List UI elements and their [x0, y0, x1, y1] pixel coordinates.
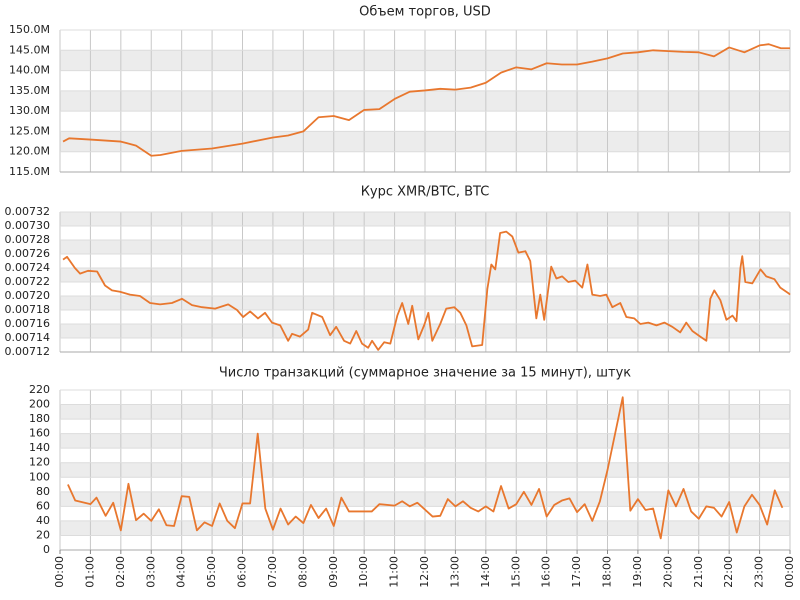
y-tick-label: 150.0M: [9, 23, 50, 36]
y-tick-label: 200: [29, 398, 50, 411]
y-tick-label: 0.00728: [5, 233, 51, 246]
y-tick-label: 0.00722: [5, 275, 51, 288]
y-tick-label: 145.0M: [9, 43, 50, 56]
x-tick-label: 16:00: [540, 556, 553, 588]
y-tick-label: 140.0M: [9, 64, 50, 77]
y-tick-label: 130.0M: [9, 104, 50, 117]
y-tick-label: 120: [29, 456, 50, 469]
y-tick-label: 135.0M: [9, 84, 50, 97]
chart-title: Число транзакций (суммарное значение за …: [219, 366, 631, 381]
y-tick-label: 80: [36, 485, 50, 498]
data-line: [62, 230, 791, 351]
x-tick-label: 14:00: [479, 556, 492, 588]
data-line: [62, 43, 790, 157]
x-tick-label: 07:00: [266, 556, 279, 588]
x-tick-label: 21:00: [692, 556, 705, 588]
y-tick-label: 180: [29, 412, 50, 425]
x-tick-label: 19:00: [631, 556, 644, 588]
x-tick-label: 05:00: [205, 556, 218, 588]
y-tick-label: 0.00726: [5, 247, 51, 260]
y-tick-label: 0.00712: [5, 345, 51, 358]
y-tick-label: 160: [29, 427, 50, 440]
x-tick-label: 00:00: [53, 556, 66, 588]
x-tick-label: 22:00: [722, 556, 735, 588]
x-tick-label: 23:00: [753, 556, 766, 588]
y-tick-label: 125.0M: [9, 124, 50, 137]
y-tick-label: 115.0M: [9, 165, 50, 178]
x-tick-label: 06:00: [236, 556, 249, 588]
y-tick-label: 0.00714: [5, 331, 51, 344]
x-tick-label: 11:00: [388, 556, 401, 588]
x-tick-label: 08:00: [296, 556, 309, 588]
y-tick-label: 0.00732: [5, 205, 51, 218]
y-tick-label: 0.00718: [5, 303, 51, 316]
x-tick-label: 03:00: [144, 556, 157, 588]
x-tick-label: 12:00: [418, 556, 431, 588]
y-tick-label: 0.00720: [5, 289, 51, 302]
x-tick-label: 18:00: [601, 556, 614, 588]
x-tick-label: 10:00: [357, 556, 370, 588]
x-tick-label: 04:00: [175, 556, 188, 588]
y-tick-label: 220: [29, 383, 50, 396]
y-tick-label: 0: [43, 543, 50, 556]
chart-title: Объем торгов, USD: [359, 5, 491, 20]
y-tick-label: 120.0M: [9, 145, 50, 158]
y-tick-label: 40: [36, 514, 50, 527]
data-line: [67, 396, 784, 540]
y-tick-label: 140: [29, 441, 50, 454]
x-tick-label: 02:00: [114, 556, 127, 588]
x-tick-label: 17:00: [570, 556, 583, 588]
x-tick-label: 15:00: [509, 556, 522, 588]
y-tick-label: 20: [36, 528, 50, 541]
chart-title: Курс XMR/BTC, BTC: [361, 185, 490, 200]
y-tick-label: 60: [36, 499, 50, 512]
x-tick-label: 20:00: [661, 556, 674, 588]
y-tick-label: 0.00730: [5, 219, 51, 232]
y-tick-label: 0.00724: [5, 261, 51, 274]
x-tick-label: 09:00: [327, 556, 340, 588]
y-tick-label: 100: [29, 470, 50, 483]
x-tick-label: 00:00: [783, 556, 796, 588]
x-tick-label: 01:00: [83, 556, 96, 588]
x-tick-label: 13:00: [448, 556, 461, 588]
y-tick-label: 0.00716: [5, 317, 51, 330]
